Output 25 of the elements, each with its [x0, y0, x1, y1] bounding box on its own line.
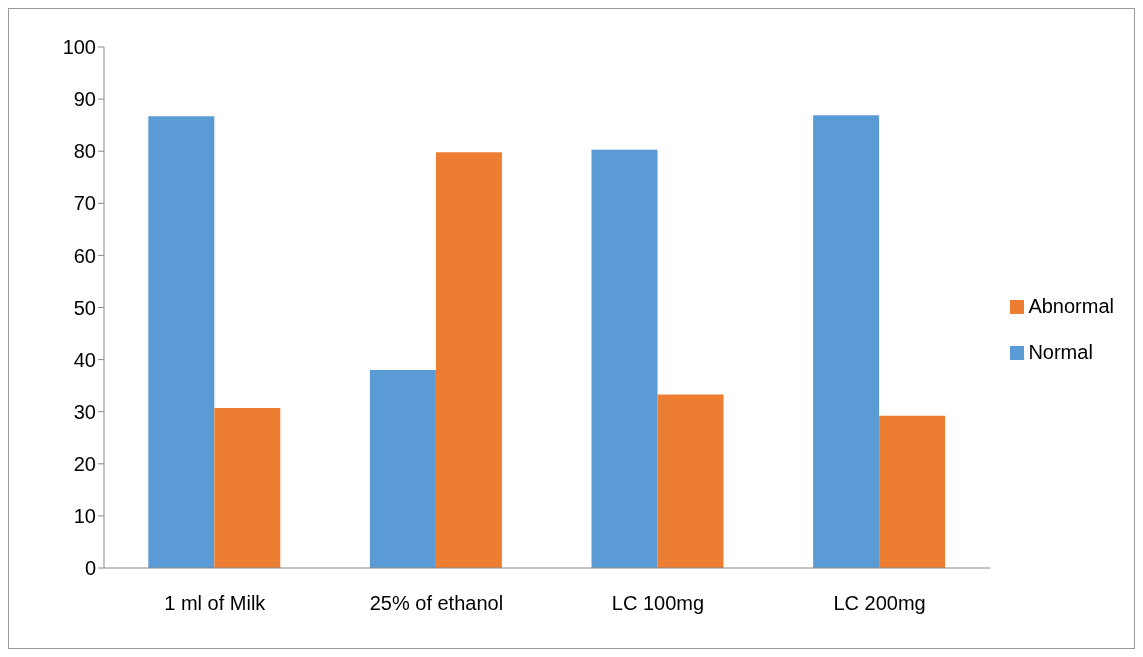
bar: [879, 415, 946, 568]
bar: [657, 394, 724, 568]
y-tick-label: 40: [73, 348, 96, 371]
bar: [148, 116, 215, 568]
y-tick-label: 10: [73, 505, 96, 527]
x-tick-label: 25% of ethanol: [369, 592, 504, 615]
bar: [369, 370, 436, 568]
legend-label: Normal: [1028, 340, 1093, 363]
legend-label: Abnormal: [1028, 294, 1114, 317]
x-tick-label: 1 ml of Milk: [164, 592, 267, 615]
y-tick-label: 70: [73, 192, 96, 215]
y-tick-label: 0: [84, 557, 96, 580]
y-tick-label: 50: [73, 296, 96, 319]
bar: [435, 152, 502, 568]
bar: [591, 149, 658, 568]
y-tick-label: 20: [73, 452, 96, 475]
y-tick-label: 90: [73, 88, 96, 111]
bar: [813, 115, 880, 568]
bar: [214, 408, 281, 568]
y-tick-label: 30: [73, 400, 96, 423]
x-tick-label: LC 200mg: [833, 592, 926, 615]
y-tick-label: 100: [62, 36, 96, 59]
y-tick-label: 80: [73, 140, 96, 163]
x-tick-label: LC 100mg: [611, 592, 705, 615]
y-tick-label: 60: [73, 244, 96, 267]
